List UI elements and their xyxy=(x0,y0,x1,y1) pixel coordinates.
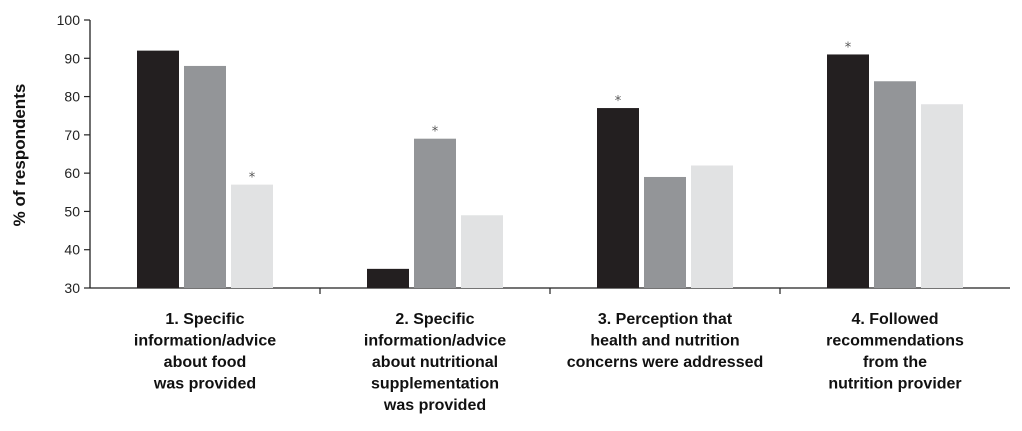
bar xyxy=(691,165,733,288)
y-tick-label: 100 xyxy=(57,12,81,28)
bar xyxy=(874,81,916,288)
category-label: 3. Perception that health and nutrition co… xyxy=(567,311,764,371)
category-label-line: supplementation xyxy=(371,376,499,393)
category-label-line: from the xyxy=(863,354,927,371)
y-axis: 30 40 50 60 70 80 90 100 xyxy=(57,12,91,296)
category-label-line: information/advice xyxy=(364,333,506,350)
y-axis-title: % of respondents xyxy=(10,84,29,227)
category-label-line: about nutritional xyxy=(372,354,498,371)
category-label-line: about food xyxy=(164,354,247,371)
category-label-line: recommendations xyxy=(826,333,964,350)
bar xyxy=(367,268,409,288)
bar xyxy=(644,176,686,288)
significance-marker: * xyxy=(615,94,622,109)
y-tick-label: 30 xyxy=(64,280,80,296)
category-label-line: information/advice xyxy=(134,333,276,350)
category-label-line: 3. Perception that xyxy=(598,311,733,328)
category-label-line: 4. Followed xyxy=(851,311,938,328)
significance-marker: * xyxy=(432,125,439,140)
category-label-line: nutrition provider xyxy=(828,376,961,393)
category-labels: 1. Specific information/advice about food w… xyxy=(134,311,964,414)
significance-markers: * * * * xyxy=(249,40,852,185)
y-tick-label: 80 xyxy=(64,89,80,105)
bar xyxy=(597,108,639,288)
y-tick-label: 40 xyxy=(64,242,80,258)
category-label-line: 2. Specific xyxy=(395,311,474,328)
category-label: 4. Followed recommendations from the nutrit… xyxy=(826,311,964,393)
y-tick-label: 70 xyxy=(64,127,80,143)
category-label: 1. Specific information/advice about food w… xyxy=(134,311,276,393)
bars xyxy=(137,50,963,289)
category-label-line: concerns were addressed xyxy=(567,354,764,371)
bar xyxy=(827,54,869,289)
bar xyxy=(921,104,963,288)
significance-marker: * xyxy=(249,171,256,186)
bar xyxy=(414,138,456,288)
bar xyxy=(137,50,179,288)
significance-marker: * xyxy=(845,40,852,55)
category-label-line: 1. Specific xyxy=(165,311,244,328)
bar xyxy=(231,184,273,288)
x-axis xyxy=(90,287,1010,294)
bar xyxy=(461,215,503,288)
bar xyxy=(184,65,226,288)
category-label-line: was provided xyxy=(153,376,256,393)
y-tick-label: 50 xyxy=(64,203,80,219)
category-label: 2. Specific information/advice about nutri… xyxy=(364,311,506,414)
category-label-line: was provided xyxy=(383,397,486,414)
category-label-line: health and nutrition xyxy=(590,333,739,350)
y-tick-label: 90 xyxy=(64,50,80,66)
y-tick-label: 60 xyxy=(64,165,80,181)
